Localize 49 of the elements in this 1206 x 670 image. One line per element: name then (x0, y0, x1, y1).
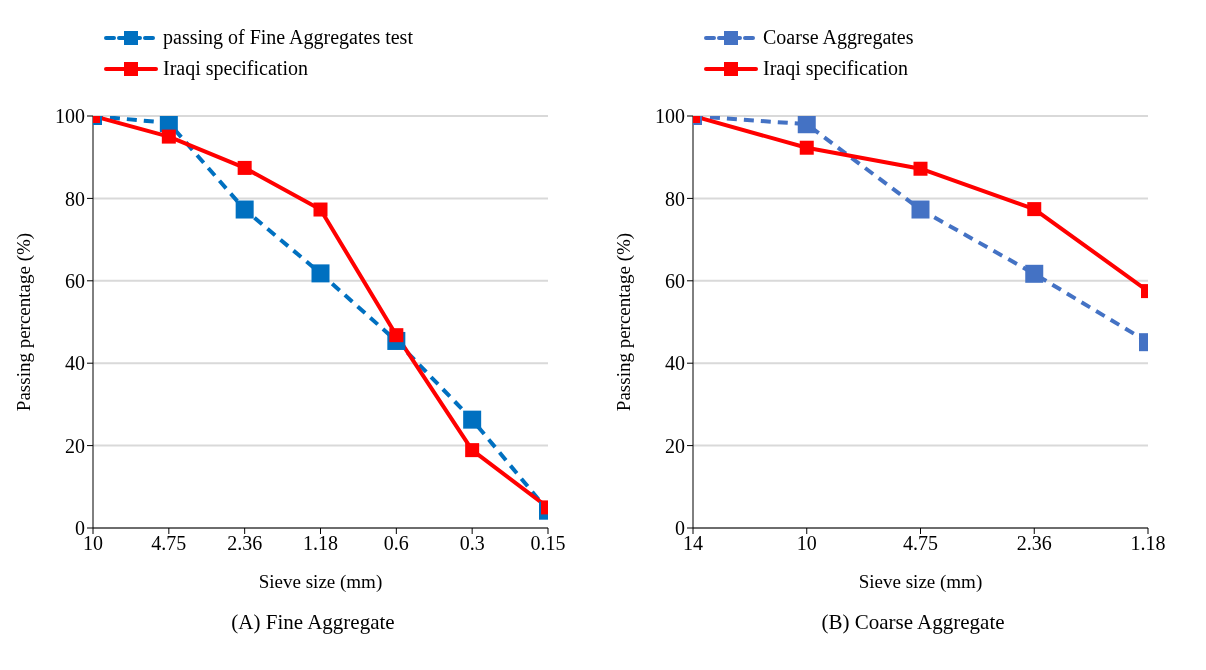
y-axis-title: Passing percentage (%) (12, 232, 35, 412)
y-tick-label: 0 (675, 517, 685, 540)
y-tick-label: 80 (665, 187, 685, 210)
point (911, 200, 930, 219)
y-tick-label: 40 (65, 352, 85, 375)
x-tick-label: 2.36 (1016, 532, 1052, 555)
x-tick-label: 10 (83, 532, 103, 555)
point (161, 129, 176, 144)
legend-label: passing of Fine Aggregates test (163, 26, 413, 49)
text: (B) Coarse Aggregate (820, 610, 1006, 635)
legend-label: Coarse Aggregates (763, 26, 914, 49)
x-axis-title: Sieve size (mm) (858, 571, 983, 593)
x-tick-label: 2.36 (227, 532, 263, 555)
y-tick-label: 80 (65, 187, 85, 210)
point (389, 328, 404, 343)
y-axis-title: Passing percentage (%) (612, 232, 635, 412)
point (1025, 264, 1044, 283)
y-tick-label: 100 (655, 105, 685, 128)
point (913, 161, 928, 176)
x-tick-label: 14 (683, 532, 703, 555)
point (797, 116, 816, 134)
point (237, 160, 252, 175)
point (311, 264, 330, 283)
point (159, 116, 178, 132)
point (235, 200, 254, 219)
y-tick-label: 60 (665, 269, 685, 292)
text: (A) Fine Aggregate (230, 610, 396, 635)
legend-label: Iraqi specification (763, 57, 908, 80)
x-axis-title: Sieve size (mm) (258, 571, 383, 593)
x-tick-label: 4.75 (151, 532, 187, 555)
y-tick-label: 20 (665, 434, 685, 457)
point (799, 140, 814, 155)
legend-label: Iraqi specification (163, 57, 308, 80)
x-tick-label: 0.15 (530, 532, 566, 555)
y-tick-label: 60 (65, 269, 85, 292)
point (1027, 202, 1042, 217)
x-tick-label: 0.3 (459, 532, 485, 555)
point (465, 443, 480, 458)
point (313, 202, 328, 217)
y-tick-label: 0 (75, 517, 85, 540)
x-tick-label: 4.75 (903, 532, 938, 555)
x-tick-label: 1.18 (303, 532, 338, 555)
x-tick-label: 1.18 (1130, 532, 1166, 555)
y-tick-label: 40 (665, 352, 685, 375)
x-tick-label: 0.6 (383, 532, 409, 555)
y-tick-label: 20 (65, 434, 85, 457)
y-tick-label: 100 (55, 105, 85, 128)
point (463, 410, 482, 429)
x-tick-label: 10 (796, 532, 817, 555)
